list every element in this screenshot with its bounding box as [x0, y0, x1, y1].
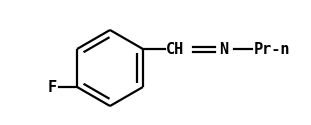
Text: F: F	[48, 80, 57, 94]
Text: N: N	[219, 42, 228, 56]
Text: Pr-n: Pr-n	[254, 42, 290, 56]
Text: CH: CH	[166, 42, 184, 56]
